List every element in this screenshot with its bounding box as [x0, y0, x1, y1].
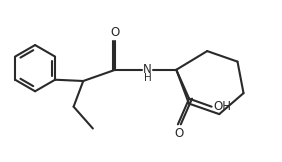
Text: O: O: [111, 26, 120, 39]
Text: OH: OH: [214, 100, 232, 113]
Text: H: H: [144, 73, 151, 83]
Text: O: O: [175, 127, 184, 140]
Text: N: N: [143, 63, 152, 76]
